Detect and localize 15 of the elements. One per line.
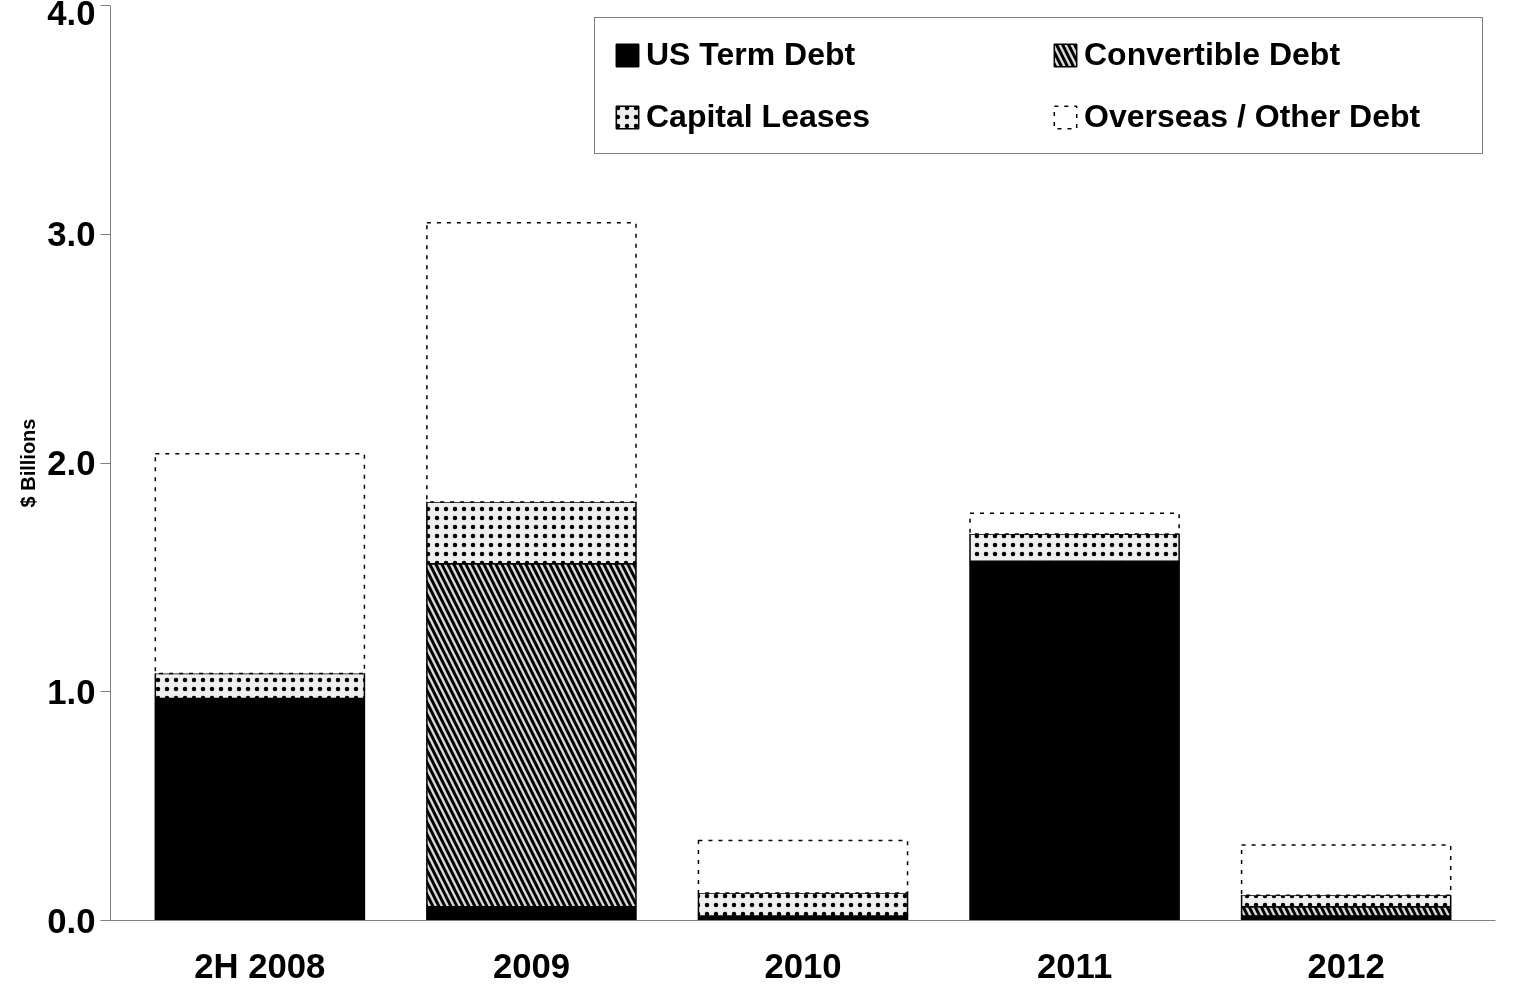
x-tick-label: 2010	[764, 946, 842, 985]
x-tick-label: 2H 2008	[194, 946, 326, 985]
y-tick-label: 0.0	[47, 901, 96, 940]
y-axis-title: $ Billions	[17, 418, 40, 508]
legend-label: Convertible Debt	[1084, 36, 1342, 73]
y-tick-label: 3.0	[47, 215, 96, 254]
legend-label: US Term Debt	[646, 36, 857, 73]
y-tick-label: 4.0	[47, 0, 96, 32]
y-tick-label: 1.0	[47, 672, 96, 711]
x-tick-label: 2012	[1307, 946, 1385, 985]
legend-label: Capital Leases	[646, 98, 872, 135]
x-tick-label: 2011	[1036, 946, 1113, 985]
legend-label: Overseas / Other Debt	[1084, 98, 1422, 135]
y-tick-label: 2.0	[47, 444, 96, 482]
x-tick-label: 2009	[492, 946, 570, 985]
